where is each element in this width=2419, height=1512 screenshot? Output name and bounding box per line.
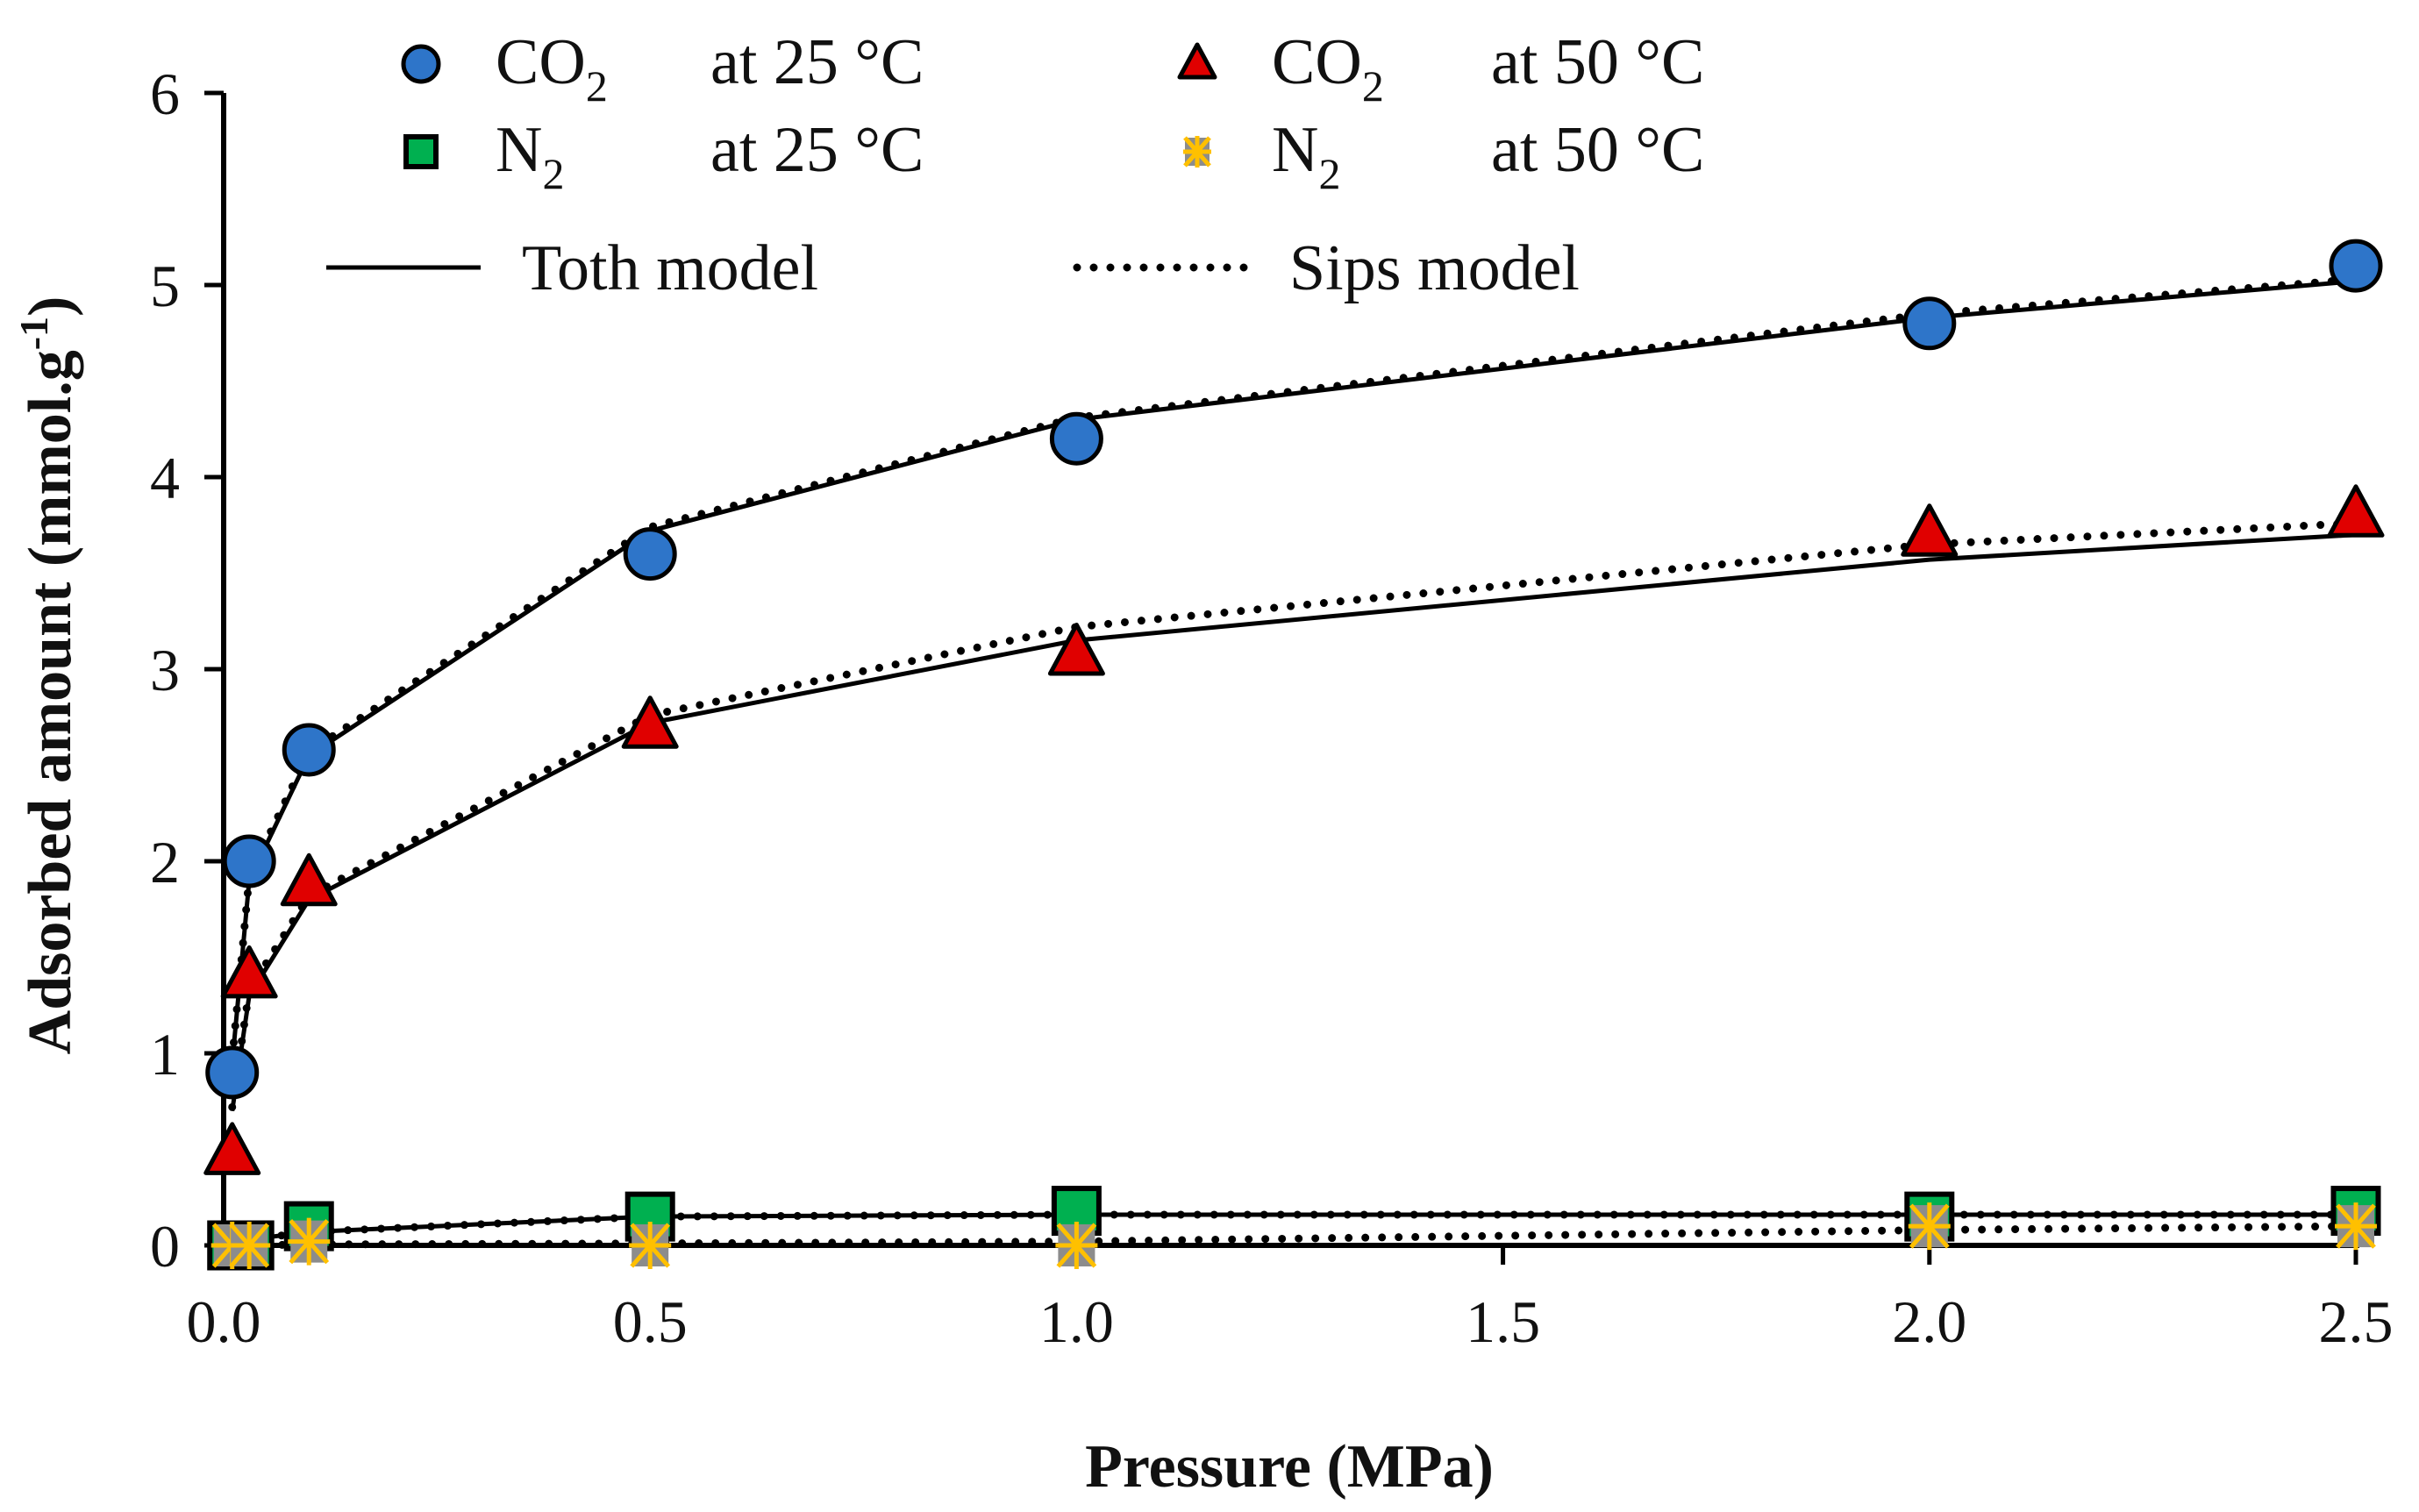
- y-tick-label: 5: [150, 253, 180, 319]
- x-tick-label: 1.0: [1039, 1288, 1114, 1355]
- legend-temperature: at 50 °C: [1491, 114, 1704, 186]
- circle-marker: [282, 723, 336, 777]
- circle-marker: [1049, 411, 1103, 466]
- circle-marker: [2329, 239, 2383, 293]
- triangle-marker: [1047, 622, 1105, 676]
- triangle-marker: [621, 695, 679, 749]
- star-marker: [228, 1222, 271, 1269]
- data-points: [203, 239, 2385, 1271]
- circle-marker: [1902, 296, 1957, 351]
- x-tick-label: 2.5: [2319, 1288, 2394, 1355]
- star-marker: [1908, 1202, 1951, 1251]
- legend-label: Toth model: [522, 232, 818, 304]
- circle-marker: [205, 1045, 260, 1100]
- triangle-marker: [220, 945, 278, 999]
- y-tick-label: 1: [150, 1021, 180, 1088]
- triangle-marker: [203, 1122, 261, 1175]
- y-tick-label: 0: [150, 1213, 180, 1280]
- legend-label: CO2: [1272, 26, 1384, 111]
- triangle-marker: [280, 852, 338, 907]
- star-marker: [288, 1217, 331, 1266]
- y-tick-label: 3: [150, 637, 180, 703]
- triangle-marker: [2327, 484, 2385, 538]
- legend-label: Sips model: [1289, 232, 1580, 304]
- legend-temperature: at 50 °C: [1491, 26, 1704, 98]
- legend-label: N2: [1272, 114, 1340, 198]
- y-axis-label: Adsorbed amount (mmol.g-1): [11, 296, 84, 1055]
- x-tick-label: 0.5: [613, 1288, 688, 1355]
- circle-marker: [222, 834, 276, 888]
- x-axis-label: Pressure (MPa): [1085, 1433, 1494, 1501]
- sips-model-curve: [228, 1210, 2360, 1248]
- sips-model-curve: [228, 1222, 2360, 1250]
- square-marker: [403, 134, 439, 169]
- star-marker: [2335, 1202, 2377, 1251]
- legend-temperature: at 25 °C: [710, 26, 924, 98]
- x-tick-label: 2.0: [1892, 1288, 1966, 1355]
- legend-label: CO2: [496, 26, 608, 111]
- y-tick-label: 4: [150, 445, 180, 511]
- legend: CO2 at 25 °C CO2 at 50 °C N2 at 25 °C N2 at 50 …: [326, 26, 1704, 304]
- model-curves: [228, 275, 2360, 1250]
- x-tick-label: 0.0: [187, 1288, 261, 1355]
- sips-model-curve: [228, 275, 2360, 1064]
- sips-model-curve: [228, 519, 2360, 1111]
- toth-model-curve: [230, 279, 2357, 1064]
- star-marker: [1055, 1222, 1098, 1269]
- circle-marker: [401, 44, 441, 84]
- legend-temperature: at 25 °C: [710, 114, 924, 186]
- ticks: 0.0 0.5 1.0 1.5 2.0 2.5 0 1 2 3 4 5 6: [150, 61, 2394, 1355]
- legend-label: N2: [496, 114, 564, 198]
- toth-model-curve: [230, 532, 2357, 1112]
- y-tick-label: 2: [150, 829, 180, 895]
- star-marker: [1183, 136, 1211, 168]
- triangle-marker: [1901, 503, 1959, 557]
- triangle-marker: [1177, 42, 1217, 80]
- circle-marker: [623, 527, 677, 581]
- y-tick-label: 6: [150, 61, 180, 127]
- x-tick-label: 1.5: [1466, 1288, 1540, 1355]
- star-marker: [629, 1222, 672, 1269]
